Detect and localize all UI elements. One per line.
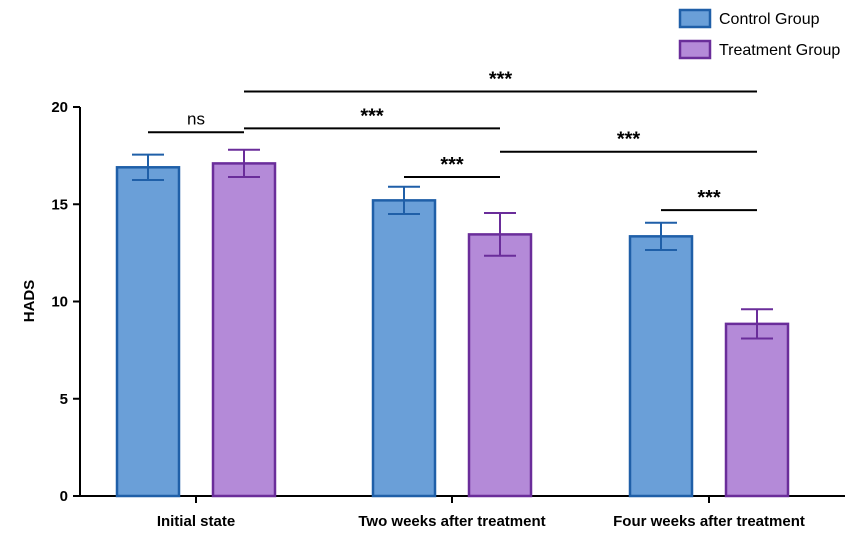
legend-label: Treatment Group <box>719 42 840 59</box>
significance-label: ns <box>187 109 205 128</box>
bar <box>371 199 437 498</box>
y-tick-label: 10 <box>51 294 68 311</box>
legend-swatch <box>678 39 712 60</box>
significance-annotations: ns *** *** *** *** *** <box>148 68 757 212</box>
x-tick-label: Four weeks after treatment <box>613 513 805 530</box>
y-tick-label: 5 <box>60 391 68 408</box>
y-tick-label: 15 <box>51 196 68 213</box>
significance-label: *** <box>440 154 464 176</box>
legend-label: Control Group <box>719 11 820 28</box>
bars <box>115 148 790 498</box>
bar <box>211 162 277 498</box>
bar <box>724 322 790 498</box>
bar <box>628 235 694 498</box>
legend: Control Group Treatment Group <box>678 8 840 60</box>
bar <box>467 233 533 498</box>
axes: 0 5 10 15 20 Initial state Two weeks after tre… <box>51 99 845 530</box>
y-tick-label: 20 <box>51 99 68 116</box>
significance-label: *** <box>697 187 721 209</box>
x-tick-label: Initial state <box>157 513 235 530</box>
significance-label: *** <box>489 68 513 90</box>
x-tick-label: Two weeks after treatment <box>358 513 545 530</box>
y-axis-title: HADS <box>21 280 38 323</box>
bar <box>115 166 181 498</box>
significance-label: *** <box>617 129 641 151</box>
legend-swatch <box>678 8 712 29</box>
y-tick-label: 0 <box>60 488 68 505</box>
significance-label: *** <box>360 105 384 127</box>
